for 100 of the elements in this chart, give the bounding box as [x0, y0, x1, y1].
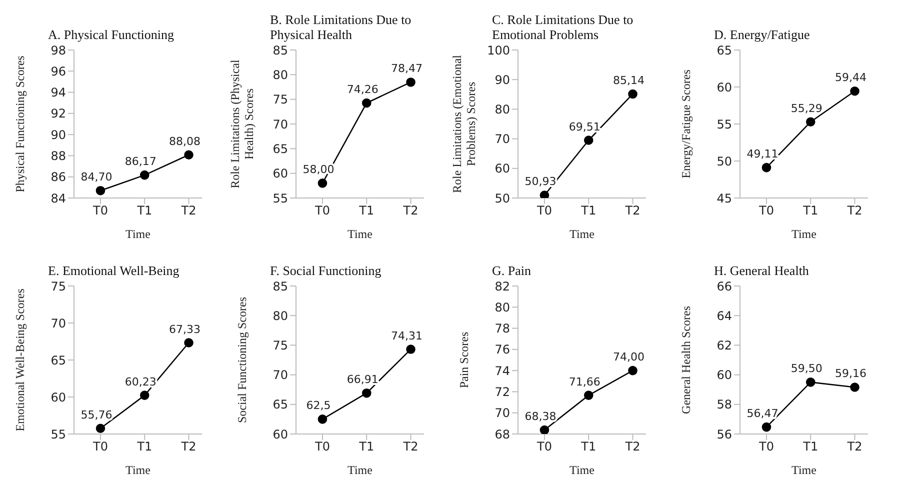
- chart-title: H. General Health: [713, 262, 810, 278]
- point: [584, 136, 594, 145]
- x-axis-title: Time: [570, 227, 594, 241]
- data-label: 60,23: [124, 375, 156, 388]
- y-tick-label: 60: [50, 390, 66, 404]
- point: [362, 388, 372, 398]
- y-tick-label: 70: [272, 117, 288, 132]
- y-tick-label: 60: [494, 162, 510, 176]
- y-tick-label: 85: [272, 43, 288, 58]
- y-tick-label: 70: [494, 406, 510, 420]
- x-axis-title: Time: [126, 463, 150, 477]
- point: [850, 86, 860, 96]
- y-tick-label: 50: [494, 191, 510, 206]
- x-axis-title: Time: [570, 463, 594, 477]
- y-tick-label: 80: [272, 308, 288, 323]
- chart-title: A. Physical Functioning: [47, 26, 176, 42]
- chart-title: E. Emotional Well-Being: [47, 262, 180, 278]
- y-tick-label: 56: [716, 427, 732, 442]
- chart-title: D. Energy/Fatigue: [713, 26, 811, 42]
- y-tick-label: 65: [272, 142, 288, 156]
- point: [850, 382, 860, 392]
- x-axis-title: Time: [348, 463, 372, 477]
- x-axis-title: Time: [792, 463, 816, 477]
- x-tick-label: T1: [580, 440, 596, 454]
- y-tick-label: 85: [272, 279, 288, 294]
- x-tick-label: T0: [758, 204, 774, 218]
- x-tick-label: T1: [802, 204, 818, 218]
- y-tick-label: 88: [50, 148, 66, 163]
- y-axis-title: Role Limitations (Physical Health) Scores: [228, 59, 256, 188]
- y-tick-label: 72: [494, 384, 510, 399]
- y-axis-title: Physical Functioning Scores: [13, 55, 27, 192]
- x-tick-label: T2: [180, 204, 196, 218]
- y-tick-label: 75: [272, 92, 288, 107]
- chart-title: B. Role Limitations Due to Physical Health: [269, 11, 412, 42]
- point: [362, 98, 372, 108]
- x-tick-label: T1: [136, 440, 152, 454]
- chart-title: G. Pain: [491, 262, 532, 278]
- data-label: 59,50: [790, 362, 822, 376]
- y-tick-label: 75: [50, 279, 66, 294]
- point: [406, 344, 416, 354]
- y-tick-label: 55: [50, 427, 66, 442]
- data-label: 74,00: [613, 350, 645, 364]
- y-tick-label: 64: [716, 308, 732, 323]
- y-tick-label: 70: [50, 316, 66, 330]
- y-tick-label: 45: [716, 191, 732, 206]
- data-label: 68,38: [524, 410, 556, 423]
- point: [406, 78, 416, 87]
- data-label: 85,14: [613, 74, 645, 87]
- x-axis-title: Time: [126, 227, 150, 241]
- y-tick-label: 76: [494, 342, 510, 357]
- y-tick-label: 50: [716, 154, 732, 168]
- point: [628, 366, 638, 376]
- data-label: 59,44: [835, 71, 867, 84]
- x-tick-label: T2: [624, 204, 640, 218]
- x-tick-label: T0: [536, 440, 552, 454]
- x-tick-label: T0: [536, 204, 552, 218]
- point: [540, 190, 550, 198]
- x-axis-title: Time: [348, 227, 372, 241]
- y-tick-label: 60: [272, 427, 288, 442]
- data-label: 78,47: [391, 62, 423, 76]
- y-tick-label: 100: [487, 43, 510, 58]
- x-tick-label: T1: [802, 440, 818, 454]
- point: [540, 425, 550, 434]
- y-tick-label: 86: [50, 170, 66, 184]
- x-tick-label: T2: [402, 204, 418, 218]
- y-tick-label: 55: [716, 117, 732, 132]
- point: [184, 338, 194, 348]
- y-tick-label: 58: [716, 398, 732, 412]
- data-label: 59,16: [835, 367, 867, 380]
- x-tick-label: T2: [180, 440, 196, 454]
- point: [762, 422, 772, 432]
- data-label: 69,51: [568, 120, 600, 134]
- data-label: 66,91: [346, 373, 378, 386]
- data-label: 67,33: [169, 322, 201, 336]
- x-tick-label: T0: [758, 440, 774, 454]
- y-tick-label: 90: [494, 72, 510, 87]
- x-tick-label: T0: [314, 440, 330, 454]
- point: [806, 378, 816, 387]
- x-tick-label: T2: [846, 440, 862, 454]
- y-axis-title: Pain Scores: [457, 332, 471, 388]
- y-tick-label: 68: [494, 427, 510, 442]
- y-tick-label: 75: [272, 338, 288, 352]
- point: [318, 178, 328, 188]
- y-tick-label: 65: [716, 43, 732, 58]
- data-label: 55,29: [790, 102, 822, 115]
- data-label: 55,76: [80, 408, 112, 422]
- x-tick-label: T1: [580, 204, 596, 218]
- point: [140, 390, 150, 400]
- point: [96, 186, 106, 196]
- point: [762, 162, 772, 172]
- point: [628, 89, 638, 99]
- y-tick-label: 62: [716, 338, 732, 352]
- point: [318, 414, 328, 424]
- chart-title: F. Social Functioning: [269, 262, 382, 278]
- y-tick-label: 90: [50, 128, 66, 142]
- point: [140, 170, 150, 180]
- x-tick-label: T0: [92, 440, 108, 454]
- y-axis-title: Energy/Fatigue Scores: [679, 69, 693, 178]
- y-tick-label: 74: [494, 364, 510, 378]
- data-label: 71,66: [568, 375, 600, 388]
